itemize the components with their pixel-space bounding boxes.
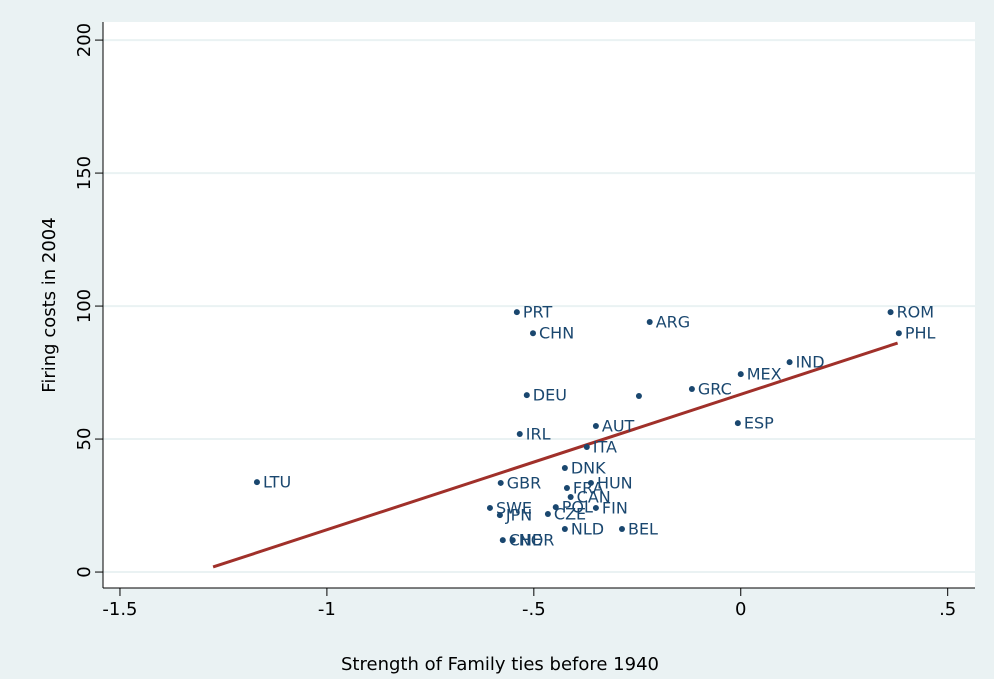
point-label: ESP [744,414,774,433]
point [529,330,536,337]
point-label: FRA [573,478,604,497]
point-label: JPN [505,506,532,525]
point-label: AUT [602,417,635,436]
point [895,330,902,337]
x-axis-title: Strength of Family ties before 1940 [341,654,659,675]
point [583,444,590,451]
point-label: FIN [602,498,628,517]
y-tick-label: 200 [74,23,95,57]
point-label: CAN [577,488,611,507]
point [253,479,260,486]
point-label: CHN [539,324,574,343]
y-tick-label: 50 [74,428,95,451]
point [552,504,559,511]
point [509,537,516,544]
point-label: ITA [593,438,617,457]
point-label: DNK [571,459,606,478]
point [635,392,642,399]
point [513,309,520,316]
point [688,386,695,393]
point-label: NLD [571,519,604,538]
point [646,319,653,326]
point [497,479,504,486]
point [544,511,551,518]
point-label: PHL [905,324,936,343]
point-label: LTU [263,473,291,492]
x-tick-label: .5 [939,599,956,620]
x-tick-label: -.5 [522,599,546,620]
point [496,512,503,519]
point [499,537,506,544]
point-label: ROM [897,303,935,322]
point [561,465,568,472]
fit-line [212,341,899,569]
point-label: MEX [747,365,782,384]
point-label: HUN [597,473,633,492]
x-tick-label: 0 [735,599,746,620]
y-tick-label: 150 [74,156,95,190]
x-tick-label: -1.5 [102,599,137,620]
point [786,359,793,366]
point [516,430,523,437]
point [737,371,744,378]
y-tick-label: 0 [74,566,95,577]
point-label: PRT [523,303,553,322]
point [563,484,570,491]
point-label: ARG [656,313,690,332]
point-label: DEU [533,386,567,405]
y-axis-title: Firing costs in 2004 [39,217,60,392]
point [887,309,894,316]
point-label: GBR [507,473,542,492]
point-label: IND [796,353,825,372]
point-label: CZE [554,505,586,524]
point [587,479,594,486]
point [567,494,574,501]
point-label: IRL [526,424,551,443]
x-tick-label: -1 [318,599,336,620]
point-label: GRC [698,380,732,399]
point-label: SWE [496,498,532,517]
point [592,504,599,511]
point [523,392,530,399]
point-label: CHE [509,531,542,550]
point-label: BEL [628,519,658,538]
point [618,525,625,532]
point [734,420,741,427]
point-label: POL [562,498,593,517]
point [561,525,568,532]
plot-area [103,22,975,588]
y-tick-label: 100 [74,289,95,323]
point [486,504,493,511]
point-label: NOR [519,531,555,550]
point [592,423,599,430]
